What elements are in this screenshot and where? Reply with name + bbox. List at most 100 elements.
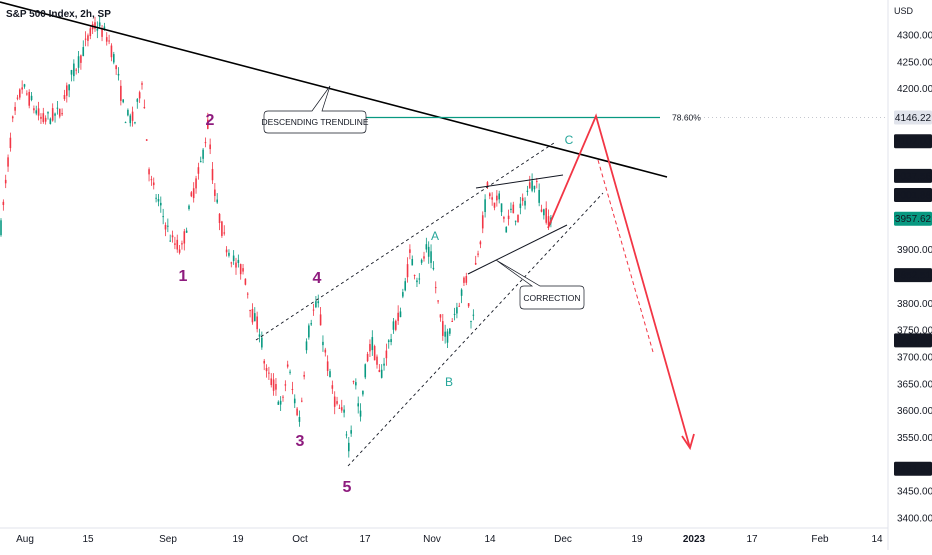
candle-body xyxy=(9,137,12,149)
candle-body xyxy=(474,262,477,265)
wedge-lower-line[interactable] xyxy=(467,224,568,275)
candle-body xyxy=(489,193,491,197)
candle-body xyxy=(108,40,110,42)
candle-body xyxy=(340,407,343,411)
drawing-overlays: 78.60% DESCENDING TRENDLINE CORRECTION 1 2 3 4… xyxy=(0,1,888,496)
candle-body xyxy=(514,220,517,222)
x-tick-label: Nov xyxy=(423,534,441,545)
candle-body xyxy=(427,246,430,257)
candle-body xyxy=(30,95,33,100)
candle-body xyxy=(545,208,547,223)
candle-body xyxy=(98,22,101,27)
candle-body xyxy=(265,368,268,372)
candle-body xyxy=(162,216,164,218)
candle-body xyxy=(23,84,26,87)
candle-body xyxy=(507,215,510,220)
candle-body xyxy=(117,73,120,76)
candle-body xyxy=(369,344,371,352)
candle-body xyxy=(404,281,406,291)
candle-body xyxy=(458,305,461,307)
candle-body xyxy=(430,251,432,263)
candle-body xyxy=(103,26,106,30)
candle-body xyxy=(87,35,89,41)
price-label: 4102.03 xyxy=(895,137,932,148)
candle-body xyxy=(174,243,176,245)
candle-body xyxy=(496,195,498,201)
candle-body xyxy=(239,264,242,275)
wave-label: 5 xyxy=(343,479,352,496)
candle-body xyxy=(185,230,188,233)
wave-label: 1 xyxy=(179,268,188,285)
candle-body xyxy=(439,314,442,318)
candle-body xyxy=(195,178,197,189)
candle-body xyxy=(446,331,449,343)
candle-body xyxy=(456,307,458,314)
candle-body xyxy=(73,63,75,77)
candle-body xyxy=(317,301,320,304)
candle-body xyxy=(434,287,437,289)
candle-body xyxy=(395,320,397,330)
candle-body xyxy=(42,113,45,122)
candle-body xyxy=(223,232,226,234)
candle-body xyxy=(157,199,160,202)
candle-body xyxy=(82,47,85,57)
x-tick-label: 15 xyxy=(82,534,94,545)
x-tick-label: 19 xyxy=(232,534,244,545)
candle-body xyxy=(413,275,416,277)
callout-trendline[interactable] xyxy=(263,85,367,134)
channel-lower-line[interactable] xyxy=(347,192,604,467)
price-label-box xyxy=(894,333,932,348)
callout-trendline-text: DESCENDING TRENDLINE xyxy=(261,117,368,127)
candle-body xyxy=(284,384,287,386)
candle-body xyxy=(329,371,331,378)
candle-body xyxy=(392,321,395,330)
candle-body xyxy=(432,267,435,270)
candle-body xyxy=(359,410,362,417)
candle-body xyxy=(138,92,141,99)
candle-body xyxy=(209,144,211,150)
candle-body xyxy=(35,110,38,114)
candle-body xyxy=(465,276,468,283)
candle-body xyxy=(293,398,296,404)
candle-body xyxy=(540,209,543,212)
candle-body xyxy=(58,108,61,117)
candle-body xyxy=(141,83,143,85)
candle-body xyxy=(420,259,423,263)
x-axis[interactable]: Aug 15 Sep 19 Oct 17 Nov 14 Dec 19 2023 17 Feb 14 xyxy=(16,534,883,545)
candle-body xyxy=(202,149,204,159)
y-tick-label: 3900.00 xyxy=(897,245,932,256)
y-tick-label: 3700.00 xyxy=(897,353,932,364)
candle-body xyxy=(444,331,446,337)
price-label-box xyxy=(894,211,932,226)
candle-body xyxy=(500,203,503,213)
channel-upper-line[interactable] xyxy=(255,142,555,341)
candle-body xyxy=(124,122,127,124)
candle-body xyxy=(378,370,381,373)
candle-body xyxy=(21,87,23,90)
candle-body xyxy=(390,339,392,343)
y-tick-label: 3800.00 xyxy=(897,299,932,310)
candle-body xyxy=(181,243,183,245)
candle-body xyxy=(249,309,251,312)
candle-body xyxy=(481,215,484,229)
projection-path[interactable] xyxy=(547,113,691,449)
price-label: 4146.22 xyxy=(895,113,932,124)
candle-body xyxy=(14,106,16,111)
callout-correction[interactable] xyxy=(495,259,585,310)
fib-level-label: 78.60% xyxy=(672,113,701,123)
candle-body xyxy=(451,320,453,322)
candle-body xyxy=(510,208,512,210)
y-axis[interactable]: 3400.00 3450.00 3550.00 3600.00 3650.00 3700.… xyxy=(894,31,932,525)
wedge-upper-line[interactable] xyxy=(475,174,564,189)
candle-body xyxy=(131,111,134,121)
candle-body xyxy=(397,312,399,321)
candle-body xyxy=(528,182,531,189)
candle-body xyxy=(524,200,526,206)
candle-body xyxy=(350,430,352,434)
descending-trendline[interactable] xyxy=(0,1,668,178)
candle-body xyxy=(148,169,150,175)
candle-body xyxy=(538,189,540,203)
x-tick-label: 14 xyxy=(484,534,496,545)
